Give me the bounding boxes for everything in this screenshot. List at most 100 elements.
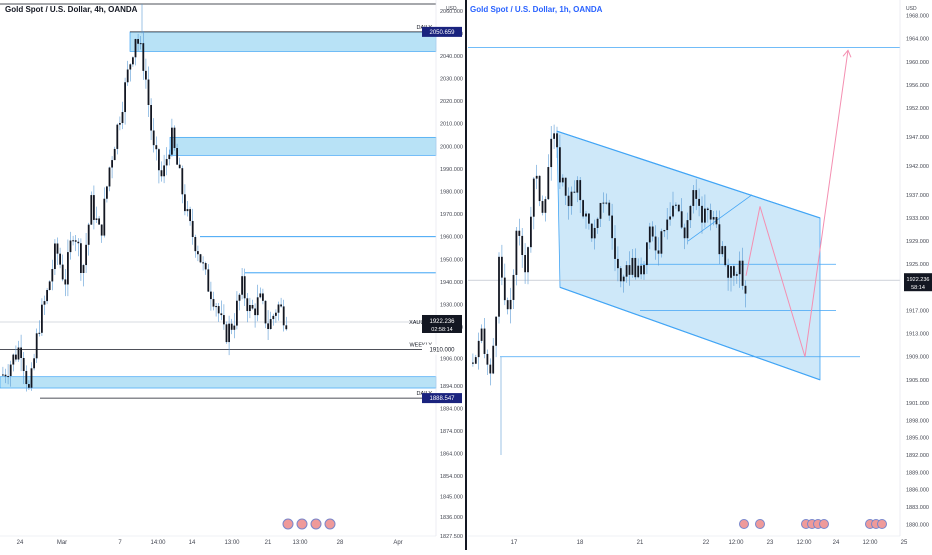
candle-body bbox=[660, 231, 663, 254]
candle-body bbox=[126, 69, 129, 83]
candle-body bbox=[683, 227, 686, 239]
x-tick-label: 24 bbox=[833, 540, 840, 546]
candle-body bbox=[262, 293, 264, 301]
candle-body bbox=[544, 199, 547, 213]
candle-body bbox=[54, 243, 56, 270]
candle-body bbox=[480, 328, 483, 341]
candle-body bbox=[238, 294, 241, 301]
y-tick-label: 1968.000 bbox=[906, 14, 929, 20]
y-tick-label: 1930.000 bbox=[440, 302, 463, 308]
candle-body bbox=[90, 195, 93, 225]
event-flag-icon bbox=[324, 518, 336, 530]
candle-body bbox=[501, 256, 503, 278]
y-tick-label: 1836.000 bbox=[440, 515, 463, 521]
x-tick-label: 13:00 bbox=[224, 540, 240, 546]
candle-body bbox=[22, 358, 25, 372]
candle-body bbox=[181, 168, 184, 195]
candle-body bbox=[9, 364, 12, 377]
y-tick-label: 1913.000 bbox=[906, 332, 929, 338]
candle-body bbox=[280, 304, 282, 307]
candle-body bbox=[119, 123, 121, 125]
x-tick-label: 18 bbox=[577, 540, 584, 546]
candle-body bbox=[625, 265, 628, 277]
candle-body bbox=[573, 191, 576, 193]
x-tick-label: 14 bbox=[189, 540, 196, 546]
candle-body bbox=[628, 265, 631, 275]
y-tick-label: 1854.000 bbox=[440, 474, 463, 480]
candle-body bbox=[605, 202, 608, 204]
candle-body bbox=[677, 204, 680, 212]
currency-label: USD bbox=[906, 6, 917, 12]
candle-body bbox=[631, 257, 634, 275]
right-chart-title: Gold Spot / U.S. Dollar, 1h, OANDA bbox=[470, 5, 603, 14]
candle-body bbox=[15, 354, 17, 360]
y-tick-label: 1874.000 bbox=[440, 429, 463, 435]
candle-body bbox=[698, 198, 700, 206]
candle-body bbox=[701, 205, 703, 223]
candle-body bbox=[137, 39, 139, 44]
candle-body bbox=[230, 323, 233, 330]
y-tick-label: 1929.000 bbox=[906, 239, 929, 245]
event-flag-icon bbox=[296, 518, 308, 530]
currency-label: USD bbox=[446, 6, 457, 12]
candle-body bbox=[259, 293, 262, 298]
daily-bottom-price-tag: 1888.547 bbox=[429, 396, 455, 402]
y-tick-label: 2030.000 bbox=[440, 77, 463, 83]
candle-body bbox=[727, 265, 729, 278]
y-tick-label: 1827.500 bbox=[440, 534, 463, 540]
candle-body bbox=[686, 220, 689, 239]
candle-body bbox=[106, 186, 108, 199]
candle-body bbox=[80, 243, 82, 273]
candle-body bbox=[72, 240, 74, 242]
candle-body bbox=[588, 213, 590, 224]
candle-body bbox=[738, 260, 741, 275]
candle-body bbox=[197, 251, 199, 255]
current-price-tag: 1922.236 bbox=[429, 319, 455, 325]
y-tick-label: 1894.000 bbox=[440, 384, 463, 390]
candle-body bbox=[59, 253, 61, 265]
candle-body bbox=[477, 340, 480, 358]
x-tick-label: 12:00 bbox=[862, 540, 878, 546]
candle-body bbox=[724, 246, 727, 266]
daily-bottom-price-tag-bg bbox=[422, 393, 462, 404]
y-tick-label: 1886.000 bbox=[906, 488, 929, 494]
candle-body bbox=[585, 213, 587, 217]
candle-body bbox=[715, 217, 718, 225]
y-tick-label: 1898.000 bbox=[906, 418, 929, 424]
candle-body bbox=[186, 209, 189, 212]
candle-body bbox=[657, 250, 660, 254]
candle-body bbox=[116, 124, 119, 149]
candle-body bbox=[646, 242, 648, 266]
daily-price-tag-bg bbox=[422, 26, 462, 37]
y-tick-label: 1950.000 bbox=[440, 257, 463, 263]
left-chart[interactable]: DAILYWEEKLYDAILYXAUUSDUSD2060.0002050.00… bbox=[0, 0, 463, 546]
candle-body bbox=[98, 218, 100, 225]
candle-body bbox=[212, 299, 215, 307]
candle-body bbox=[614, 238, 616, 259]
candle-body bbox=[706, 208, 709, 211]
y-tick-label: 1960.000 bbox=[440, 235, 463, 241]
candle-body bbox=[64, 279, 67, 285]
candle-body bbox=[648, 226, 651, 243]
candle-body bbox=[275, 312, 277, 316]
candle-body bbox=[168, 154, 171, 160]
candle-body bbox=[171, 127, 173, 155]
candle-body bbox=[210, 291, 212, 300]
x-tick-label: 7 bbox=[118, 540, 122, 546]
candle-body bbox=[553, 133, 555, 139]
y-tick-label: 1895.000 bbox=[906, 436, 929, 442]
candle-body bbox=[178, 164, 181, 169]
current-price-tag: 1922.236 bbox=[907, 277, 930, 283]
candle-body bbox=[189, 209, 191, 222]
candle-body bbox=[85, 244, 87, 266]
y-tick-label: 1956.000 bbox=[906, 83, 929, 89]
candle-body bbox=[113, 148, 116, 161]
y-tick-label: 1970.000 bbox=[440, 212, 463, 218]
y-tick-label: 1909.000 bbox=[906, 355, 929, 361]
event-flag-icon bbox=[819, 519, 829, 529]
right-chart[interactable]: USD 1968.000 1964.000 1960.000 1956.000 1952.… bbox=[468, 0, 932, 546]
x-tick-label: 13:00 bbox=[292, 540, 308, 546]
candle-body bbox=[267, 323, 269, 330]
x-tick-label: 21 bbox=[637, 540, 644, 546]
